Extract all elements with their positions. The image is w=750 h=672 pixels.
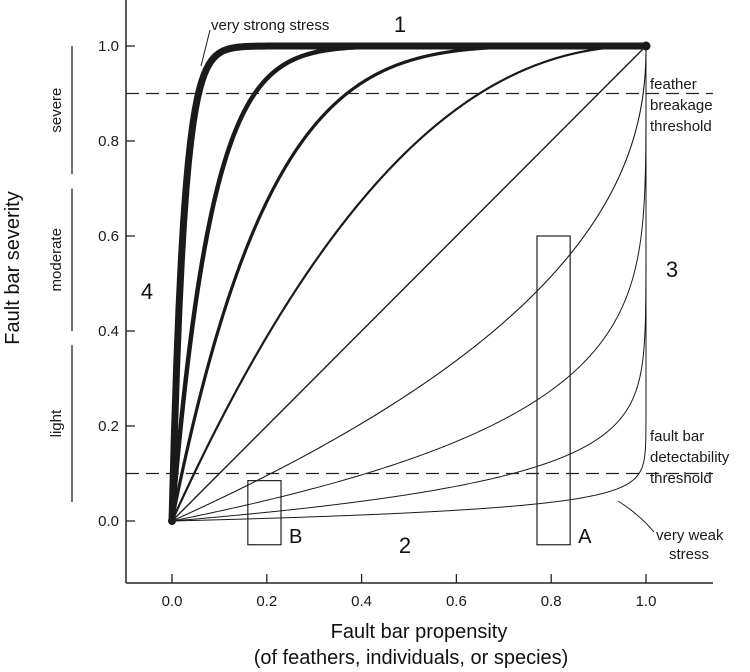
- threshold-label: detectability: [650, 449, 730, 466]
- thresholds: feather breakage threshold fault bar detecta…: [126, 76, 730, 487]
- box-label: B: [289, 526, 302, 548]
- x-tick-label: 0.0: [162, 593, 183, 610]
- curve-line: [171, 45, 647, 522]
- threshold-label: threshold: [650, 118, 712, 135]
- y-axis-title: Fault bar severity: [2, 191, 24, 344]
- curve-line: [171, 45, 647, 522]
- severity-bands: severe moderate light: [48, 46, 73, 502]
- weak-stress-pointer: [617, 500, 655, 533]
- box-label: A: [578, 526, 592, 548]
- curve-line: [171, 45, 647, 522]
- box-b: [247, 480, 282, 546]
- x-tick-label: 0.2: [256, 593, 277, 610]
- boxes: AB: [247, 235, 592, 548]
- region-label-3: 3: [666, 257, 678, 282]
- strong-stress-label: very strong stress: [211, 17, 329, 34]
- origin-point: [168, 517, 176, 525]
- y-ticks: 0.0 0.2 0.4 0.6 0.8 1.0: [98, 38, 135, 530]
- box-a: [536, 235, 571, 546]
- severity-band-label: moderate: [48, 228, 65, 291]
- threshold-label: fault bar: [650, 428, 704, 445]
- weak-stress-label-line-1: very weak: [656, 527, 724, 544]
- region-label-4: 4: [141, 279, 153, 304]
- end-point: [641, 41, 651, 51]
- region-label-1: 1: [394, 12, 406, 37]
- curves: [168, 41, 651, 525]
- x-tick-label: 0.4: [351, 593, 372, 610]
- curve-line: [171, 45, 647, 522]
- x-tick-label: 0.8: [541, 593, 562, 610]
- strong-stress-pointer: [200, 29, 211, 67]
- threshold-label: feather: [650, 76, 697, 93]
- x-axis-subtitle: (of feathers, individuals, or species): [254, 647, 569, 669]
- threshold-label: threshold: [650, 470, 712, 487]
- severity-band-label: severe: [48, 88, 65, 133]
- y-tick-label: 0.8: [98, 133, 119, 150]
- x-axis-title: Fault bar propensity: [331, 621, 508, 643]
- y-tick-label: 0.6: [98, 228, 119, 245]
- region-label-2: 2: [399, 533, 411, 558]
- y-tick-label: 0.4: [98, 323, 119, 340]
- x-tick-label: 1.0: [636, 593, 657, 610]
- y-tick-label: 0.0: [98, 513, 119, 530]
- x-ticks: 0.0 0.2 0.4 0.6 0.8 1.0: [162, 574, 657, 610]
- threshold-label: breakage: [650, 97, 713, 114]
- y-tick-label: 1.0: [98, 38, 119, 55]
- x-tick-label: 0.6: [446, 593, 467, 610]
- weak-stress-label-line-2: stress: [669, 546, 709, 563]
- y-tick-label: 0.2: [98, 418, 119, 435]
- curve-line: [171, 45, 647, 522]
- severity-band-label: light: [48, 409, 65, 437]
